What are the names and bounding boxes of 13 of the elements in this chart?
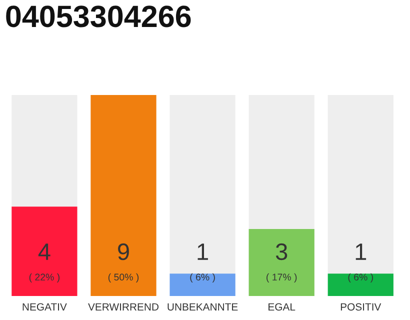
- x-tick-label: VERWIRREND: [88, 303, 158, 310]
- data-label: 1 ( 6% ): [190, 244, 215, 282]
- x-tick-label: EGAL: [268, 303, 296, 311]
- x-tick-label: NEGATIV: [22, 303, 67, 311]
- x-tick-label: UNBEKANNTE: [168, 303, 238, 311]
- bar: [328, 274, 394, 296]
- bar: [170, 274, 236, 296]
- data-label: 4 ( 22% ): [29, 244, 60, 282]
- data-label: 9 ( 50% ): [108, 243, 139, 282]
- data-label: 3 ( 17% ): [266, 243, 297, 282]
- data-label: 1 ( 6% ): [348, 244, 373, 282]
- x-tick-label: POSITIV: [340, 303, 382, 311]
- chart-title: 04053304266: [6, 6, 191, 28]
